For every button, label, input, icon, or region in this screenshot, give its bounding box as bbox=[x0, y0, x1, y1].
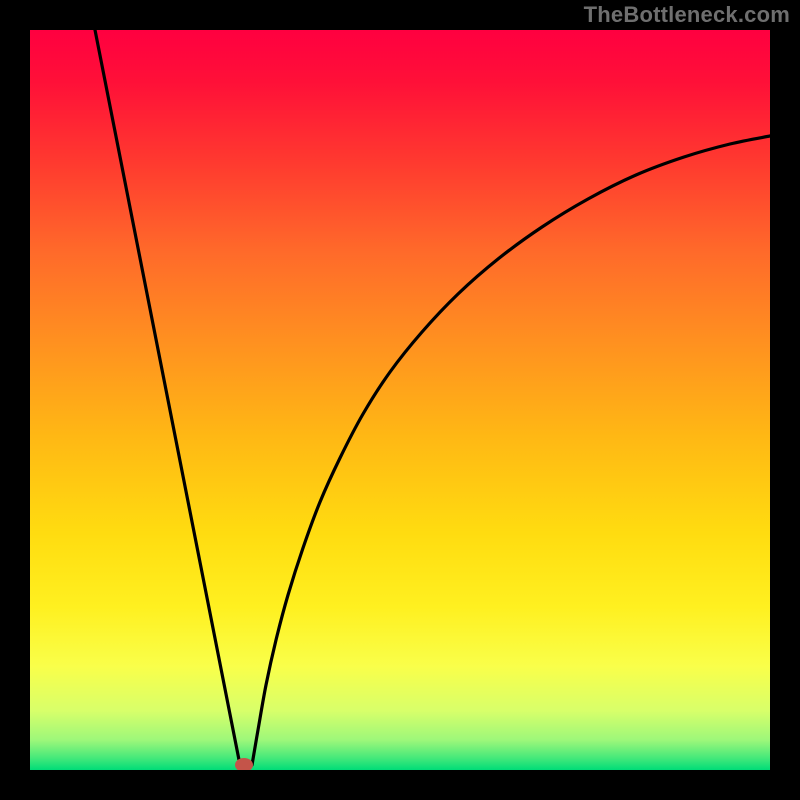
chart-svg bbox=[30, 30, 770, 770]
plot-area bbox=[30, 30, 770, 770]
chart-frame: TheBottleneck.com bbox=[0, 0, 800, 800]
gradient-background bbox=[30, 30, 770, 770]
watermark-text: TheBottleneck.com bbox=[584, 2, 790, 28]
